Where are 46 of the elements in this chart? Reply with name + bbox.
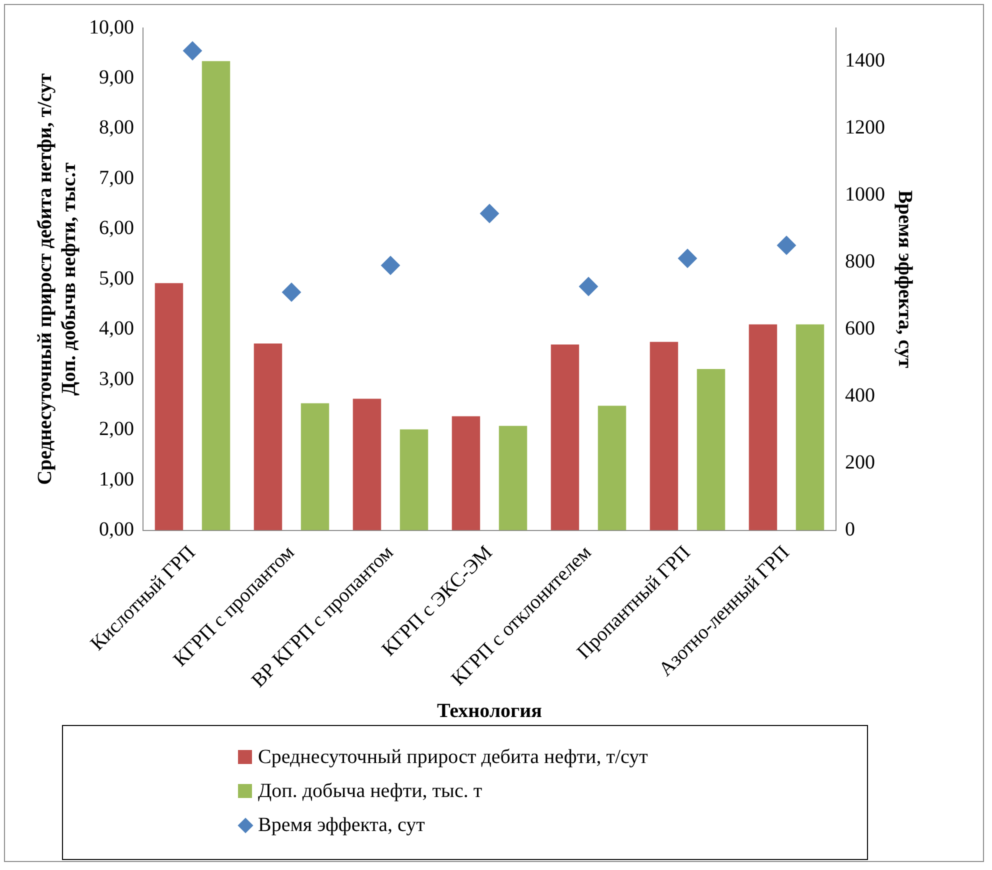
bar xyxy=(202,61,230,530)
bar xyxy=(400,429,428,530)
bar xyxy=(154,283,184,530)
bar xyxy=(796,324,824,530)
y2-axis-title: Время эффекта, сут xyxy=(894,190,916,368)
bar xyxy=(300,403,330,530)
y-tick-label: 6,00 xyxy=(99,217,134,240)
bar xyxy=(452,416,480,530)
point xyxy=(777,236,796,255)
point xyxy=(282,282,301,302)
y2-tick-label: 800 xyxy=(845,250,875,273)
bar xyxy=(748,324,778,530)
bar xyxy=(498,426,528,530)
point xyxy=(678,248,697,268)
y-tick-label: 2,00 xyxy=(99,418,134,440)
point xyxy=(579,277,598,296)
y-tick-label: 0,00 xyxy=(99,518,134,541)
y2-tick-label: 0 xyxy=(845,518,855,541)
y-tick-label: 8,00 xyxy=(99,116,134,139)
y2-tick-label: 400 xyxy=(845,384,875,407)
bar xyxy=(352,398,382,530)
bar xyxy=(598,406,626,530)
bar xyxy=(254,343,282,530)
y2-tick-label: 600 xyxy=(845,318,875,340)
y-tick-label: 10,00 xyxy=(89,16,134,38)
legend-label: Доп. добыча нефти, тыс. т xyxy=(258,780,482,802)
y2-tick-label: 1200 xyxy=(845,116,885,139)
point xyxy=(381,256,400,275)
bar xyxy=(550,344,580,530)
x-axis-title: Технология xyxy=(437,700,542,722)
y2-tick-label: 1400 xyxy=(845,50,885,72)
y2-tick-label: 1000 xyxy=(845,184,885,206)
y-tick-label: 9,00 xyxy=(99,66,134,88)
y-tick-label: 5,00 xyxy=(99,267,134,290)
y-axis-title: Среднесуточный прирост дебита нетфи, т/сут Доп. добычв нефти, тыс.т xyxy=(34,73,80,485)
point xyxy=(480,204,499,224)
y-tick-label: 1,00 xyxy=(99,468,134,490)
point xyxy=(183,41,202,60)
bar xyxy=(650,342,678,530)
y-tick-label: 4,00 xyxy=(99,318,134,340)
bar xyxy=(696,369,726,530)
y-tick-label: 3,00 xyxy=(99,368,134,390)
y2-tick-label: 200 xyxy=(845,452,875,474)
legend-label: Среднесуточный прирост дебита нефти, т/сут xyxy=(258,746,648,768)
y-tick-label: 7,00 xyxy=(99,166,134,189)
legend-label: Время эффекта, сут xyxy=(258,814,425,836)
